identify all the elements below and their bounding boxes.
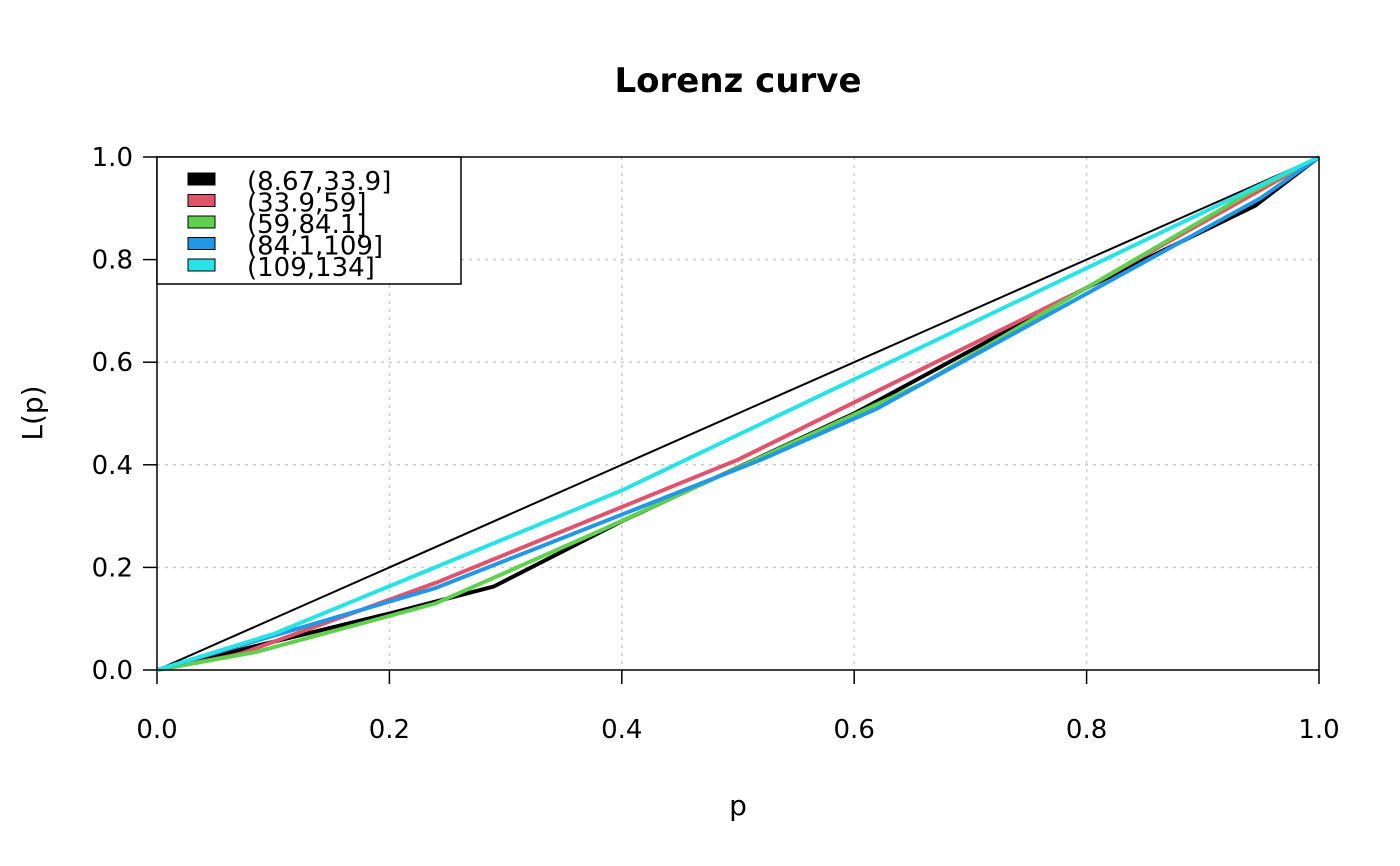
legend-label: (59,84.1] [247,210,367,240]
legend-swatch [187,194,216,207]
legend: (8.67,33.9](33.9,59](59,84.1](84.1,109](… [156,156,462,285]
x-tick-label: 1.0 [1298,715,1339,745]
y-tick-label: 0.8 [92,246,133,276]
series-line-2 [156,155,1320,672]
legend-label: (109,134] [247,253,375,283]
legend-swatch [187,215,216,229]
legend-swatch [187,172,216,186]
y-tick-label: 1.0 [92,143,133,173]
x-tick-label: 0.2 [369,715,410,745]
legend-swatch [187,237,216,250]
y-tick-label: 0.0 [92,656,133,686]
x-tick-label: 0.0 [136,715,177,745]
legend-swatch [187,258,216,272]
x-tick-label: 0.8 [1066,715,1107,745]
plot-frame [156,156,1320,671]
legend-label: (33.9,59] [247,189,367,219]
equality-line [156,156,1320,671]
x-tick-label: 0.4 [601,715,642,745]
y-tick-label: 0.2 [92,553,133,583]
y-tick-label: 0.6 [92,348,133,378]
chart-title: Lorenz curve [614,61,861,101]
series-line-4 [156,155,1320,672]
y-tick-label: 0.4 [92,451,133,481]
legend-label: (84.1,109] [247,232,383,262]
series-line-3 [156,155,1321,672]
y-axis-label: L(p) [16,385,49,440]
legend-label: (8.67,33.9] [247,167,391,197]
x-axis-label: p [729,789,747,822]
x-tick-label: 0.6 [834,715,875,745]
